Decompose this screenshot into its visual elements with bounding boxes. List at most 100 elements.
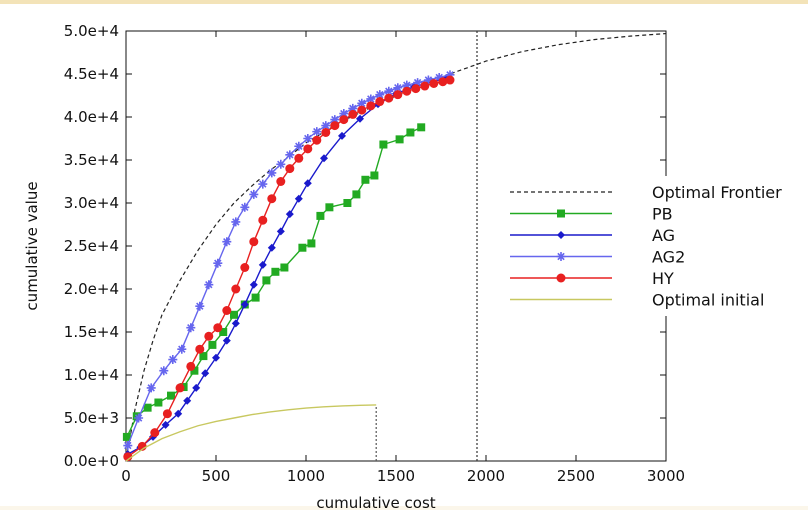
point-square <box>190 366 199 375</box>
point-star <box>168 355 178 365</box>
point-circle <box>222 306 232 315</box>
point-star <box>267 168 277 178</box>
point-star <box>330 115 340 125</box>
point-circle <box>294 153 304 163</box>
point-circle <box>312 135 322 145</box>
point-diamond <box>231 319 240 328</box>
y-tick-label: 1.5e+4 <box>64 323 119 341</box>
point-star <box>303 134 313 143</box>
y-tick-label: 4.5e+4 <box>64 65 119 83</box>
point-circle <box>348 109 358 119</box>
legend-label: Optimal initial <box>652 291 764 310</box>
x-tick-label: 2500 <box>557 467 595 485</box>
point-star <box>413 78 423 88</box>
point-circle <box>267 194 277 204</box>
point-circle <box>150 428 160 438</box>
point-star <box>375 90 385 100</box>
x-tick-label: 1000 <box>287 467 325 485</box>
x-tick-label: 1500 <box>377 467 415 485</box>
y-tick-label: 4.0e+4 <box>64 108 119 126</box>
point-diamond <box>303 179 312 188</box>
point-square <box>406 128 415 137</box>
point-square <box>280 263 289 272</box>
point-star <box>366 94 376 104</box>
point-circle <box>393 90 403 100</box>
point-circle <box>249 237 259 247</box>
point-star <box>321 121 331 131</box>
point-circle <box>213 323 223 333</box>
point-circle <box>366 101 376 111</box>
point-diamond <box>356 114 364 123</box>
point-star <box>294 141 304 151</box>
point-star <box>195 301 205 311</box>
point-star <box>249 189 259 199</box>
point-star <box>123 441 133 451</box>
point-circle <box>420 81 430 91</box>
y-tick-label: 2.0e+4 <box>64 280 119 298</box>
point-diamond <box>258 260 267 269</box>
series-pb <box>122 123 426 441</box>
point-circle <box>402 86 412 96</box>
legend-label: AG <box>652 226 675 245</box>
point-square <box>122 432 131 441</box>
x-axis-label: cumulative cost <box>316 494 435 510</box>
point-circle <box>556 273 566 283</box>
x-tick-label: 3000 <box>647 467 685 485</box>
point-circle <box>321 127 331 137</box>
point-diamond <box>201 369 210 378</box>
point-circle <box>175 383 185 393</box>
point-diamond <box>174 409 183 418</box>
point-star <box>222 237 232 247</box>
y-tick-label: 5.0e+4 <box>64 22 119 40</box>
point-diamond <box>557 231 565 239</box>
series-optimal-frontier <box>125 32 667 462</box>
point-star <box>258 179 268 189</box>
point-star <box>213 258 223 268</box>
point-star <box>146 383 156 393</box>
y-tick-label: 3.5e+4 <box>64 151 119 169</box>
point-star <box>402 80 412 90</box>
point-circle <box>276 177 286 186</box>
legend-label: PB <box>652 205 673 224</box>
point-star <box>384 86 394 96</box>
point-circle <box>429 78 439 88</box>
legend-entry: AG2 <box>510 248 685 267</box>
point-star <box>357 98 367 108</box>
point-circle <box>303 144 313 154</box>
point-square <box>379 140 388 149</box>
point-square <box>167 391 175 400</box>
point-star <box>423 75 433 85</box>
point-star <box>134 413 144 423</box>
point-circle <box>186 361 196 371</box>
point-square <box>262 276 271 285</box>
point-star <box>186 323 196 333</box>
series-line <box>125 404 377 462</box>
point-diamond <box>320 154 328 163</box>
point-diamond <box>285 210 294 219</box>
legend-entry: Optimal Frontier <box>510 183 782 202</box>
point-circle <box>339 115 349 125</box>
point-square <box>219 328 228 336</box>
point-star <box>204 280 214 290</box>
legend-background <box>500 176 806 316</box>
point-star <box>348 103 358 113</box>
point-circle <box>445 75 455 85</box>
point-square <box>417 123 426 132</box>
point-diamond <box>222 336 231 345</box>
x-tick-label: 2000 <box>467 467 505 485</box>
point-diamond <box>276 227 285 236</box>
point-square <box>352 190 361 199</box>
point-star <box>285 150 295 160</box>
point-circle <box>162 409 172 419</box>
point-circle <box>258 215 268 225</box>
point-square <box>208 340 217 349</box>
point-star <box>159 366 169 376</box>
point-square <box>557 209 565 218</box>
point-circle <box>330 121 340 131</box>
point-circle <box>195 344 205 354</box>
axes: 0 500 1000 1500 2000 2500 3000 0.0e+0 5.0e+3 1.0e… <box>64 22 685 485</box>
legend-entry: AG <box>510 226 675 245</box>
point-circle <box>357 105 367 115</box>
y-axis-label: cumulative value <box>23 181 41 310</box>
